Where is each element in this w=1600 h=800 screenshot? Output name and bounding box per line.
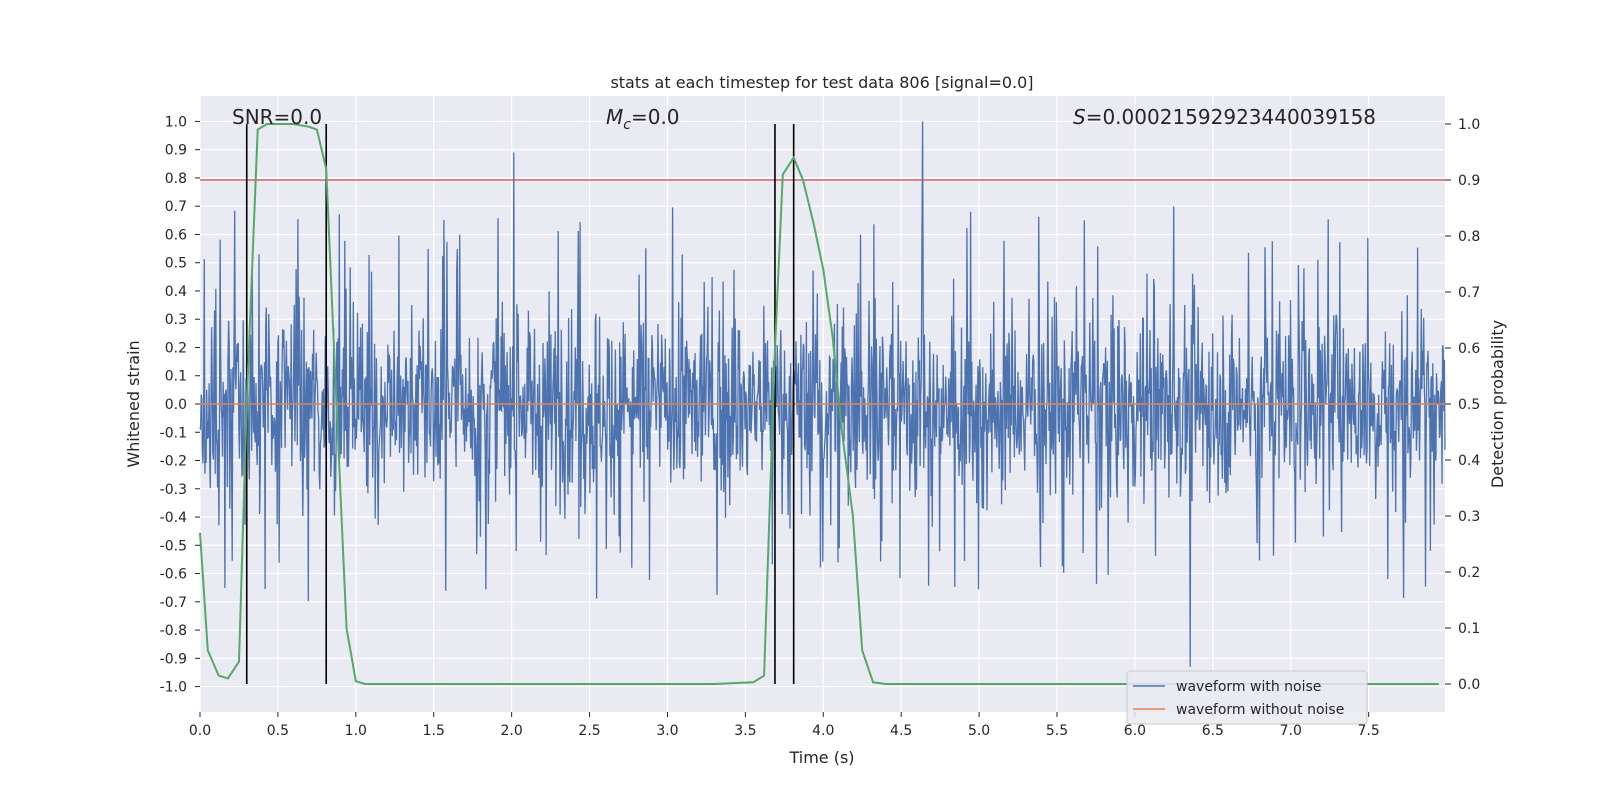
y2-tick-label: 0.0: [1458, 677, 1480, 693]
x-tick-label: 1.0: [345, 723, 367, 739]
y-tick-label: 0.4: [165, 284, 187, 300]
x-tick-label: 0.0: [189, 723, 211, 739]
y2-tick-label: 0.7: [1458, 285, 1480, 301]
y-tick-label: -0.6: [160, 567, 187, 583]
y2-tick-label: 0.4: [1458, 453, 1480, 469]
y2-tick-label: 0.8: [1458, 229, 1480, 245]
y-tick-label: -0.7: [160, 595, 187, 611]
y-tick-label: 0.3: [165, 312, 187, 328]
y-tick-label: -0.9: [160, 651, 187, 667]
chart-title: stats at each timestep for test data 806…: [610, 73, 1033, 92]
y-tick-label: -1.0: [160, 680, 187, 696]
y-tick-label: -0.1: [160, 425, 187, 441]
snr-annotation: SNR=0.0: [232, 105, 322, 129]
y-tick-label: -0.3: [160, 482, 187, 498]
y2-tick-label: 0.3: [1458, 509, 1480, 525]
x-axis-ticks: 0.0 0.5 1.0 1.5 2.0 2.5 3.0 3.5 4.0 4.5 5.0 5.5 6.0 6…: [189, 712, 1380, 739]
x-tick-label: 7.0: [1280, 723, 1302, 739]
y-tick-label: -0.2: [160, 454, 187, 470]
y-tick-label: 0.6: [165, 227, 187, 243]
chirp-mass-annotation: Mc=0.0: [606, 105, 680, 133]
y-tick-label: 0.8: [165, 171, 187, 187]
y2-tick-label: 0.1: [1458, 621, 1480, 637]
noise-waveform-line: [199, 121, 1446, 667]
x-tick-label: 5.0: [968, 723, 990, 739]
x-tick-label: 3.0: [656, 723, 678, 739]
x-tick-label: 4.0: [812, 723, 834, 739]
y2-tick-label: 1.0: [1458, 117, 1480, 133]
x-tick-label: 6.5: [1202, 723, 1224, 739]
y-tick-label: 0.7: [165, 199, 187, 215]
x-axis-label: Time (s): [788, 748, 854, 767]
y2-axis-ticks: 1.0 0.9 0.8 0.7 0.6 0.5 0.4 0.3 0.2 0.1 0.0: [1445, 117, 1480, 693]
y-tick-label: 1.0: [165, 114, 187, 130]
y2-axis-label: Detection probability: [1488, 320, 1507, 488]
y-axis-ticks: 1.0 0.9 0.8 0.7 0.6 0.5 0.4 0.3 0.2 0.1 0.0 -0.1 -0.…: [160, 114, 200, 696]
y-tick-label: 0.5: [165, 256, 187, 272]
y-axis-label: Whitened strain: [124, 340, 143, 467]
legend-clean-label: waveform without noise: [1176, 702, 1344, 718]
x-tick-label: 2.5: [578, 723, 600, 739]
y-tick-label: 0.9: [165, 143, 187, 159]
detection-probability-series: [199, 123, 1439, 685]
y2-tick-label: 0.2: [1458, 565, 1480, 581]
y-tick-label: 0.2: [165, 340, 187, 356]
y-tick-label: -0.8: [160, 623, 187, 639]
y-tick-label: -0.5: [160, 538, 187, 554]
legend-box: [1126, 670, 1368, 725]
x-tick-label: 5.5: [1046, 723, 1068, 739]
x-tick-label: 6.0: [1124, 723, 1146, 739]
x-tick-label: 7.5: [1358, 723, 1380, 739]
x-tick-label: 4.5: [890, 723, 912, 739]
x-tick-label: 1.5: [423, 723, 445, 739]
s-statistic-annotation: S=0.0002159292344003915​8: [1073, 105, 1376, 129]
waveform-with-noise-series: [199, 121, 1446, 667]
y-tick-label: 0.1: [165, 369, 187, 385]
y2-tick-label: 0.6: [1458, 341, 1480, 357]
x-tick-label: 3.5: [734, 723, 756, 739]
legend: waveform with noise waveform without noi…: [1126, 670, 1368, 725]
legend-noise-label: waveform with noise: [1176, 679, 1321, 695]
probability-line: [199, 123, 1439, 685]
y2-tick-label: 0.5: [1458, 397, 1480, 413]
x-tick-label: 2.0: [501, 723, 523, 739]
x-tick-label: 0.5: [267, 723, 289, 739]
y2-tick-label: 0.9: [1458, 173, 1480, 189]
y-tick-label: 0.0: [165, 397, 187, 413]
y-tick-label: -0.4: [160, 510, 187, 526]
